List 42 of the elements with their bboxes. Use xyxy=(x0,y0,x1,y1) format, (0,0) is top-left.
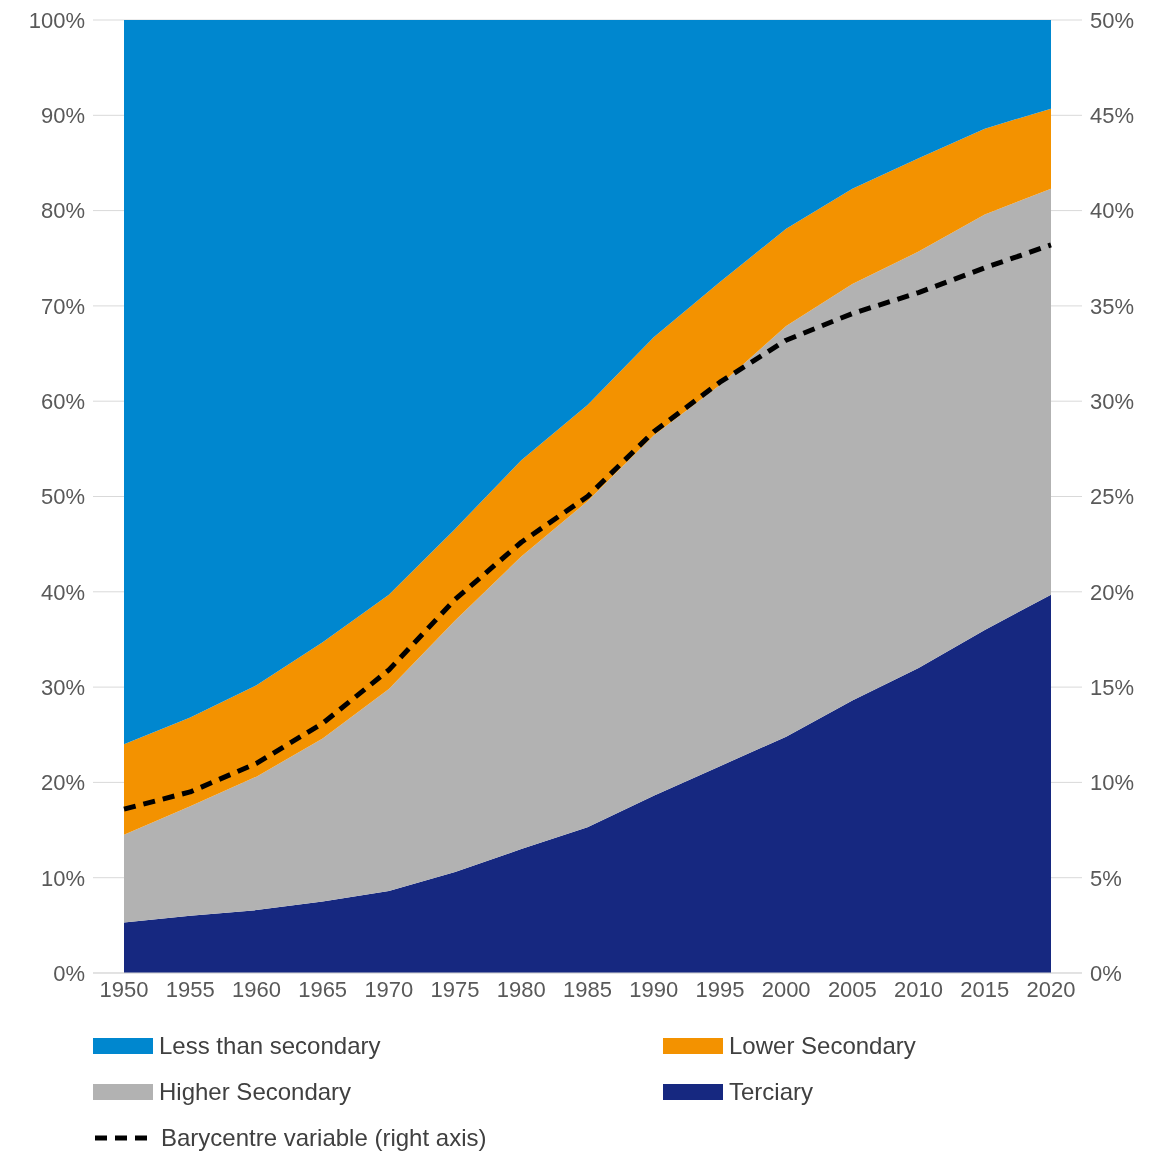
x-tick-label: 2000 xyxy=(761,976,811,1002)
legend-label: Less than secondary xyxy=(159,1032,381,1060)
y-tick-label: 80% xyxy=(40,198,85,224)
x-tick-label: 1995 xyxy=(695,976,745,1002)
x-tick-label: 2020 xyxy=(1026,976,1076,1002)
y2-tick-label: 50% xyxy=(1090,7,1135,33)
y-tick-label: 10% xyxy=(40,865,85,891)
x-tick-label: 1970 xyxy=(364,976,414,1002)
legend-label: Lower Secondary xyxy=(729,1032,916,1060)
x-tick-label: 1950 xyxy=(99,976,149,1002)
x-tick-label: 1960 xyxy=(231,976,281,1002)
y2-tick-label: 25% xyxy=(1090,484,1135,510)
y-tick-label: 60% xyxy=(40,389,85,415)
y-tick-label: 30% xyxy=(40,674,85,700)
y2-tick-label: 20% xyxy=(1090,579,1135,605)
y-tick-label: 20% xyxy=(40,770,85,796)
x-tick-label: 1985 xyxy=(563,976,612,1002)
y2-tick-label: 10% xyxy=(1090,770,1135,796)
y-tick-label: 40% xyxy=(40,579,85,605)
y2-tick-label: 5% xyxy=(1090,865,1122,891)
x-tick-label: 1965 xyxy=(298,976,348,1002)
y-tick-label: 90% xyxy=(40,103,85,129)
x-tick-label: 2015 xyxy=(960,976,1010,1002)
y2-tick-label: 45% xyxy=(1090,103,1135,129)
y-tick-label: 100% xyxy=(28,7,85,33)
y2-tick-label: 15% xyxy=(1090,674,1135,700)
legend-label: Terciary xyxy=(729,1078,814,1106)
y-tick-label: 70% xyxy=(40,293,85,319)
x-tick-label: 1990 xyxy=(629,976,679,1002)
y-tick-label: 50% xyxy=(40,484,85,510)
y2-tick-label: 40% xyxy=(1090,198,1135,224)
y-tick-label: 0% xyxy=(53,960,85,986)
legend-label: Higher Secondary xyxy=(159,1078,352,1106)
legend-label: Barycentre variable (right axis) xyxy=(161,1124,487,1152)
y2-tick-label: 35% xyxy=(1090,293,1135,319)
y2-tick-label: 30% xyxy=(1090,389,1135,415)
x-tick-label: 1955 xyxy=(165,976,215,1002)
x-tick-label: 1980 xyxy=(496,976,546,1002)
y2-tick-label: 0% xyxy=(1090,960,1122,986)
x-tick-label: 1975 xyxy=(430,976,480,1002)
x-tick-label: 2005 xyxy=(827,976,877,1002)
x-tick-label: 2010 xyxy=(894,976,944,1002)
